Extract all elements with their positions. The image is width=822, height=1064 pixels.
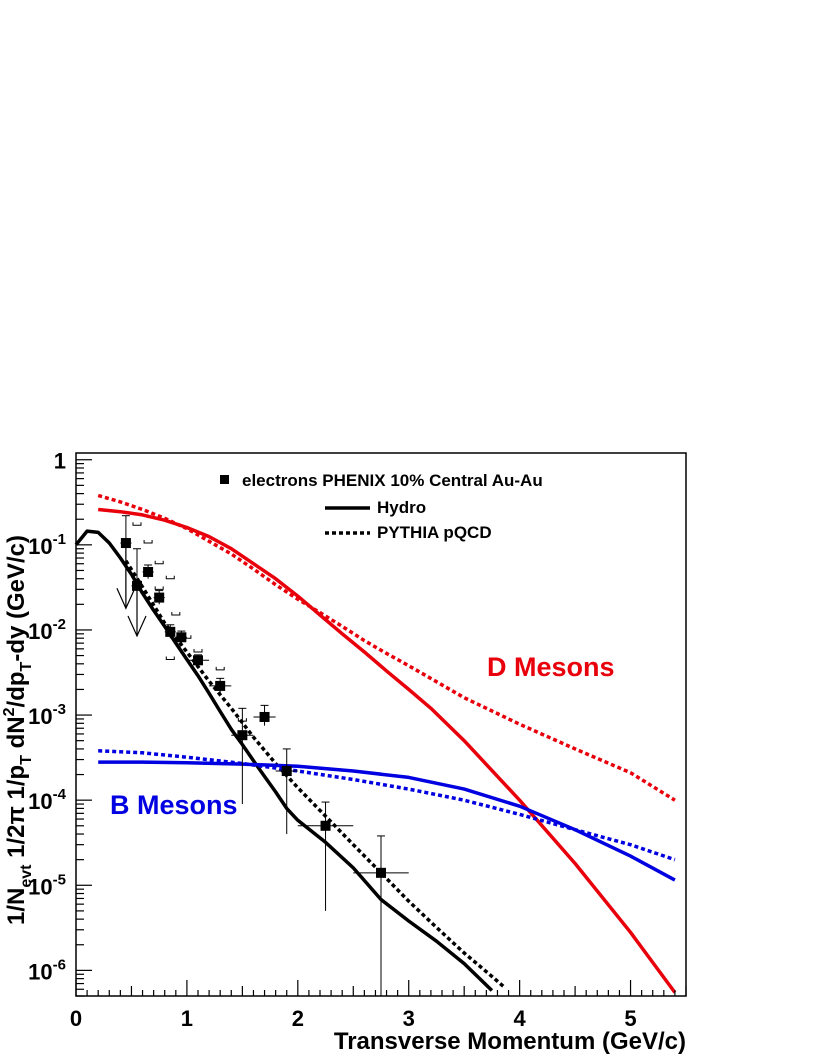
y-tick-label: 10-3: [28, 701, 66, 729]
systematic-bracket: [154, 586, 164, 590]
systematic-bracket: [171, 611, 181, 616]
y-tick-label: 10-1: [28, 531, 66, 559]
y-tick-label: 10-6: [28, 956, 66, 984]
data-point: [143, 566, 154, 577]
annotation-d-mesons: D Mesons: [487, 652, 615, 682]
legend-label-hydro: Hydro: [377, 498, 426, 517]
y-tick-label: 10-5: [28, 871, 66, 899]
data-point: [193, 655, 203, 666]
data-point: [154, 592, 165, 603]
data-point: [259, 711, 270, 722]
legend-marker-square: [220, 475, 229, 484]
y-tick-label: 10-4: [28, 786, 66, 814]
annotation-b-mesons: B Mesons: [110, 790, 238, 820]
x-tick-label: 1: [181, 1006, 193, 1031]
data-point: [320, 820, 331, 831]
series-line-d-solid: [98, 507, 677, 994]
upper-limit-arrowhead: [116, 587, 136, 610]
systematic-bracket: [143, 540, 153, 544]
series-line-b-solid: [98, 760, 676, 882]
data-point: [165, 626, 176, 637]
chart-marks: [74, 493, 677, 996]
x-tick-label: 2: [292, 1006, 304, 1031]
data-point: [120, 538, 131, 549]
legend-label-pythia: PYTHIA pQCD: [377, 523, 492, 542]
y-tick-label: 1: [54, 449, 66, 474]
x-tick-label: 5: [624, 1006, 636, 1031]
legend: electrons PHENIX 10% Central Au-Au Hydro…: [220, 471, 543, 542]
series-line-d-dashed: [97, 493, 676, 802]
axes: 0 1 2 3 4 5 1 10-1 10-2 10-3 10-4 10-5 10-6: [28, 449, 687, 1031]
systematic-bracket: [132, 522, 142, 526]
data-point: [237, 730, 248, 741]
systematic-bracket: [165, 575, 175, 580]
data-point: [376, 867, 386, 878]
x-tick-label: 3: [403, 1006, 415, 1031]
legend-label-electrons: electrons PHENIX 10% Central Au-Au: [242, 471, 543, 490]
x-tick-label: 4: [514, 1006, 527, 1031]
y-tick-label: 10-2: [28, 616, 66, 644]
data-point: [132, 580, 142, 591]
systematic-bracket: [165, 656, 175, 660]
systematic-bracket: [215, 666, 225, 671]
x-tick-label: 0: [70, 1006, 82, 1031]
x-axis-title: Transverse Momentum (GeV/c): [334, 1028, 686, 1055]
data-point: [176, 632, 187, 643]
data-point: [215, 680, 226, 691]
systematic-bracket: [154, 560, 164, 565]
y-axis-title: 1/Nevt 1/2π 1/pT dN2/dpT-dy (GeV/c): [1, 535, 35, 925]
systematic-bracket: [193, 649, 203, 653]
data-point: [281, 766, 292, 777]
upper-limit-arrowhead: [127, 615, 147, 638]
